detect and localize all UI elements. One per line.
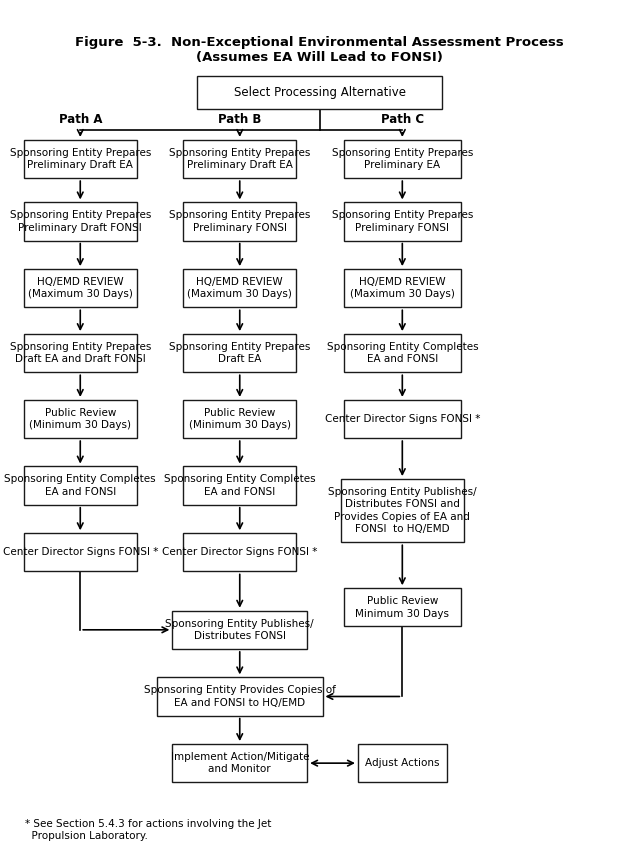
Text: Sponsoring Entity Provides Copies of
EA and FONSI to HQ/EMD: Sponsoring Entity Provides Copies of EA … bbox=[144, 685, 335, 707]
Text: HQ/EMD REVIEW
(Maximum 30 Days): HQ/EMD REVIEW (Maximum 30 Days) bbox=[350, 277, 455, 299]
Text: (Assumes EA Will Lead to FONSI): (Assumes EA Will Lead to FONSI) bbox=[196, 51, 443, 64]
FancyBboxPatch shape bbox=[358, 744, 447, 782]
Text: Sponsoring Entity Prepares
Draft EA: Sponsoring Entity Prepares Draft EA bbox=[169, 342, 311, 365]
Text: Center Director Signs FONSI *: Center Director Signs FONSI * bbox=[3, 548, 158, 557]
Text: HQ/EMD REVIEW
(Maximum 30 Days): HQ/EMD REVIEW (Maximum 30 Days) bbox=[28, 277, 133, 299]
FancyBboxPatch shape bbox=[344, 400, 461, 438]
Text: Sponsoring Entity Publishes/
Distributes FONSI: Sponsoring Entity Publishes/ Distributes… bbox=[166, 619, 314, 641]
Text: Public Review
Minimum 30 Days: Public Review Minimum 30 Days bbox=[355, 596, 449, 619]
Text: Sponsoring Entity Completes
EA and FONSI: Sponsoring Entity Completes EA and FONSI bbox=[4, 475, 156, 496]
FancyBboxPatch shape bbox=[173, 611, 307, 649]
FancyBboxPatch shape bbox=[344, 334, 461, 372]
Text: Public Review
(Minimum 30 Days): Public Review (Minimum 30 Days) bbox=[189, 408, 291, 431]
FancyBboxPatch shape bbox=[24, 334, 137, 372]
Text: Sponsoring Entity Prepares
Preliminary FONSI: Sponsoring Entity Prepares Preliminary F… bbox=[169, 210, 311, 233]
Text: Implement Action/Mitigate
and Monitor: Implement Action/Mitigate and Monitor bbox=[171, 752, 309, 774]
Text: Sponsoring Entity Publishes/
Distributes FONSI and
Provides Copies of EA and
FON: Sponsoring Entity Publishes/ Distributes… bbox=[328, 487, 477, 535]
Text: Path C: Path C bbox=[381, 113, 424, 126]
Text: Sponsoring Entity Prepares
Preliminary FONSI: Sponsoring Entity Prepares Preliminary F… bbox=[332, 210, 473, 233]
Text: Select Processing Alternative: Select Processing Alternative bbox=[233, 86, 406, 99]
FancyBboxPatch shape bbox=[24, 466, 137, 505]
FancyBboxPatch shape bbox=[344, 589, 461, 627]
FancyBboxPatch shape bbox=[341, 479, 464, 542]
Text: Sponsoring Entity Prepares
Draft EA and Draft FONSI: Sponsoring Entity Prepares Draft EA and … bbox=[10, 342, 151, 365]
FancyBboxPatch shape bbox=[197, 76, 442, 109]
FancyBboxPatch shape bbox=[344, 140, 461, 178]
FancyBboxPatch shape bbox=[183, 466, 296, 505]
Text: Center Director Signs FONSI *: Center Director Signs FONSI * bbox=[162, 548, 318, 557]
FancyBboxPatch shape bbox=[24, 269, 137, 307]
FancyBboxPatch shape bbox=[344, 269, 461, 307]
Text: Center Director Signs FONSI *: Center Director Signs FONSI * bbox=[325, 414, 480, 424]
Text: Sponsoring Entity Prepares
Preliminary EA: Sponsoring Entity Prepares Preliminary E… bbox=[332, 148, 473, 170]
Text: Figure  5-3.  Non-Exceptional Environmental Assessment Process: Figure 5-3. Non-Exceptional Environmenta… bbox=[75, 36, 564, 49]
FancyBboxPatch shape bbox=[183, 269, 296, 307]
FancyBboxPatch shape bbox=[24, 202, 137, 240]
Text: Sponsoring Entity Prepares
Preliminary Draft EA: Sponsoring Entity Prepares Preliminary D… bbox=[10, 148, 151, 170]
Text: Path A: Path A bbox=[59, 113, 102, 126]
FancyBboxPatch shape bbox=[183, 334, 296, 372]
Text: Sponsoring Entity Prepares
Preliminary Draft EA: Sponsoring Entity Prepares Preliminary D… bbox=[169, 148, 311, 170]
Text: * See Section 5.4.3 for actions involving the Jet
  Propulsion Laboratory.: * See Section 5.4.3 for actions involvin… bbox=[25, 819, 272, 840]
Text: Sponsoring Entity Prepares
Preliminary Draft FONSI: Sponsoring Entity Prepares Preliminary D… bbox=[10, 210, 151, 233]
Text: Path B: Path B bbox=[218, 113, 261, 126]
FancyBboxPatch shape bbox=[183, 533, 296, 571]
Text: Sponsoring Entity Completes
EA and FONSI: Sponsoring Entity Completes EA and FONSI bbox=[327, 342, 478, 365]
FancyBboxPatch shape bbox=[344, 202, 461, 240]
Text: Public Review
(Minimum 30 Days): Public Review (Minimum 30 Days) bbox=[29, 408, 131, 431]
FancyBboxPatch shape bbox=[183, 400, 296, 438]
FancyBboxPatch shape bbox=[24, 400, 137, 438]
Text: Adjust Actions: Adjust Actions bbox=[365, 758, 440, 768]
FancyBboxPatch shape bbox=[183, 140, 296, 178]
FancyBboxPatch shape bbox=[24, 140, 137, 178]
FancyBboxPatch shape bbox=[183, 202, 296, 240]
FancyBboxPatch shape bbox=[24, 533, 137, 571]
Text: Sponsoring Entity Completes
EA and FONSI: Sponsoring Entity Completes EA and FONSI bbox=[164, 475, 316, 496]
FancyBboxPatch shape bbox=[157, 677, 323, 715]
Text: HQ/EMD REVIEW
(Maximum 30 Days): HQ/EMD REVIEW (Maximum 30 Days) bbox=[187, 277, 292, 299]
FancyBboxPatch shape bbox=[173, 744, 307, 782]
